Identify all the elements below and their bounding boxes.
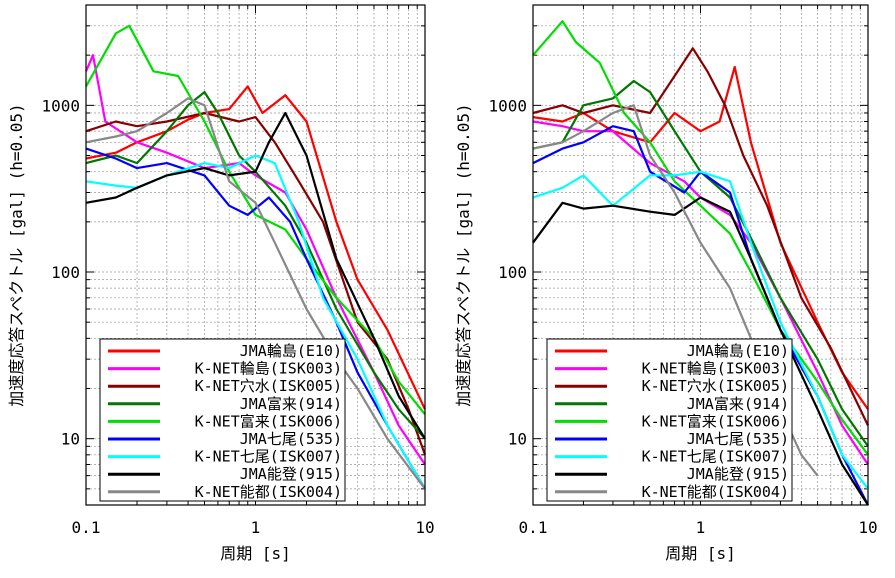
- legend-label-2: K-NET輪島(ISK003): [642, 360, 789, 378]
- series-line-1: [532, 65, 869, 410]
- y-axis-label: 加速度応答スペクトル [gal] (h=0.05): [7, 103, 26, 406]
- series-line-9: [85, 97, 426, 490]
- y-axis-label: 加速度応答スペクトル [gal] (h=0.05): [454, 103, 473, 406]
- legend-label-6: JMA七尾(535): [687, 430, 789, 448]
- x-tick-label: 1: [696, 518, 706, 537]
- legend-label-8: JMA能登(915): [240, 465, 342, 483]
- series-line-4: [532, 79, 869, 447]
- x-tick-label: 10: [415, 518, 434, 537]
- series-line-1: [85, 85, 426, 410]
- y-tick-label: 10: [508, 430, 527, 449]
- series-lines: [84, 24, 427, 490]
- y-tick-label: 100: [498, 263, 527, 282]
- legend-label-1: JMA輪島(E10): [687, 342, 789, 360]
- series-line-8: [532, 196, 869, 506]
- legend: JMA輪島(E10)K-NET輪島(ISK003)K-NET穴水(ISK005)…: [546, 338, 793, 502]
- legend-label-7: K-NET七尾(ISK007): [195, 448, 342, 466]
- legend-label-3: K-NET穴水(ISK005): [642, 377, 789, 395]
- series-line-4: [85, 91, 426, 440]
- legend-label-7: K-NET七尾(ISK007): [642, 448, 789, 466]
- x-tick-label: 0.1: [519, 518, 548, 537]
- x-tick-label: 1: [251, 518, 261, 537]
- plot-frame: [85, 4, 426, 506]
- legend-label-2: K-NET輪島(ISK003): [195, 360, 342, 378]
- legend-label-9: K-NET能都(ISK004): [195, 483, 342, 501]
- series-line-5: [532, 20, 869, 456]
- y-tick-label: 1000: [488, 96, 527, 115]
- x-axis-label: 周期 [s]: [665, 544, 736, 563]
- legend-label-4: JMA富来(914): [687, 395, 789, 413]
- legend-label-3: K-NET穴水(ISK005): [195, 377, 342, 395]
- plot-frame: [532, 4, 869, 506]
- ticks: [85, 4, 426, 506]
- y-tick-label: 100: [51, 263, 80, 282]
- legend-label-6: JMA七尾(535): [240, 430, 342, 448]
- legend: JMA輪島(E10)K-NET輪島(ISK003)K-NET穴水(ISK005)…: [99, 338, 346, 502]
- legend-label-9: K-NET能都(ISK004): [642, 483, 789, 501]
- legend-label-5: K-NET富来(ISK006): [195, 412, 342, 430]
- legend-label-4: JMA富来(914): [240, 395, 342, 413]
- legend-label-1: JMA輪島(E10): [240, 342, 342, 360]
- y-tick-label: 10: [61, 430, 80, 449]
- series-line-7: [532, 170, 869, 490]
- x-axis-label: 周期 [s]: [220, 544, 291, 563]
- series-line-8: [85, 111, 426, 440]
- y-tick-label: 1000: [41, 96, 80, 115]
- chart-panel-2: 0.1 1 10 10 100 1000 周期 [s] 加速度応答スペクトル [gal] (h…: [454, 4, 878, 563]
- legend-label-8: JMA能登(915): [687, 465, 789, 483]
- series-line-3: [532, 47, 869, 426]
- legend-label-5: K-NET富来(ISK006): [642, 412, 789, 430]
- x-tick-label: 0.1: [72, 518, 101, 537]
- x-tick-label: 10: [858, 518, 877, 537]
- chart-panel-1: 0.1 1 10 10 100 1000 周期 [s] 加速度応答スペクトル [gal] (h…: [7, 4, 435, 563]
